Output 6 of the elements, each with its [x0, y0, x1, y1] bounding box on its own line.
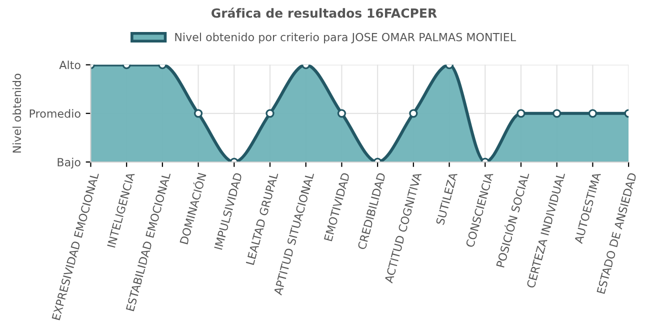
- category-label: Bajo: [58, 158, 80, 169]
- legend-label: Nivel obtenido por criterio para JOSE OMAR PALMAS MONTIEL: [175, 32, 516, 44]
- category-label: Alto: [59, 60, 80, 70]
- category-label: Promedio: [30, 109, 80, 118]
- y-axis-title: Nivel obtenido: [12, 74, 22, 153]
- chart-title: Gráfica de resultados 16FACPER: [212, 8, 437, 18]
